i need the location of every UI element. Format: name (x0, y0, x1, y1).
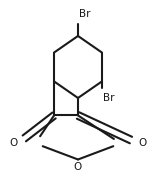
Text: Br: Br (79, 9, 90, 19)
Text: O: O (10, 139, 18, 148)
Text: O: O (74, 162, 82, 172)
Text: Br: Br (103, 93, 114, 103)
Text: O: O (138, 139, 146, 148)
